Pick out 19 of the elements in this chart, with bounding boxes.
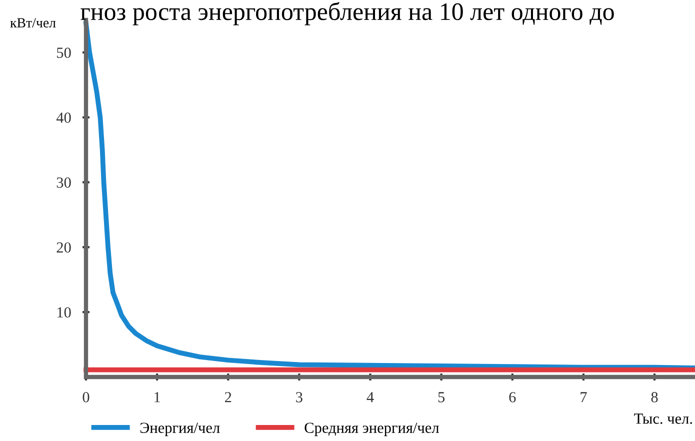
x-tick-label: 1 — [154, 392, 160, 402]
x-tick-label: 4 — [366, 392, 374, 402]
x-tick-label: 8 — [651, 392, 658, 402]
chart-title: гноз роста энергопотребления на 10 лет одного до — [80, 2, 614, 26]
y-tick-label: 20 — [56, 242, 71, 253]
legend-label: Энергия/чел — [140, 422, 220, 436]
x-tick-label: 6 — [509, 392, 516, 402]
y-tick-label: 10 — [57, 307, 71, 318]
y-axis-title: кВт/чел — [10, 18, 56, 28]
y-tick-label: 50 — [57, 48, 71, 58]
x-tick-label: 5 — [438, 392, 445, 402]
x-axis-title: Тыс. чел. — [634, 414, 692, 424]
x-tick-label: 7 — [580, 392, 587, 402]
x-tick-label: 2 — [224, 392, 232, 402]
y-tick-label: 40 — [56, 112, 71, 123]
y-tick-label: 30 — [56, 177, 71, 188]
legend-label: Средняя энергия/чел — [304, 422, 439, 436]
x-tick-label: 3 — [296, 392, 302, 402]
x-tick-label: 0 — [82, 392, 90, 402]
